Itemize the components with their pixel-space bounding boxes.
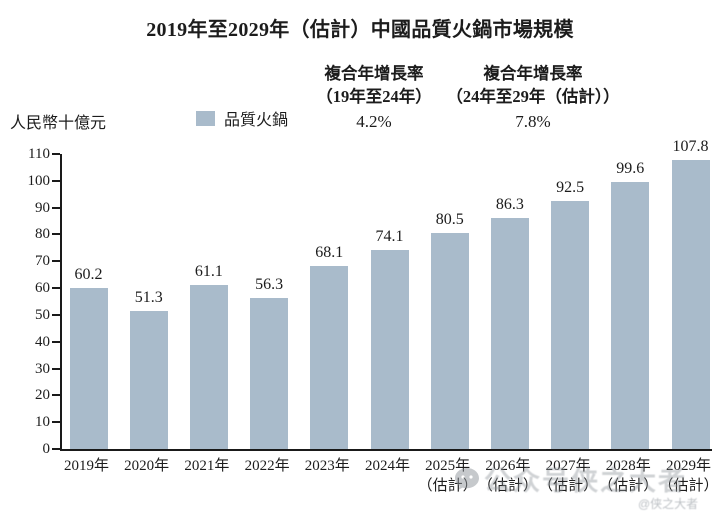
bar	[250, 298, 289, 449]
y-tick-label: 30	[35, 360, 50, 377]
bar-value-label: 60.2	[74, 266, 103, 283]
x-tick-label: 2021年	[161, 456, 253, 476]
y-tick-mark	[52, 179, 60, 182]
bar-value-label: 86.3	[495, 196, 524, 213]
cagr-block-24-29: 複合年增長率 （24年至29年（估計）） 7.8%	[421, 62, 645, 133]
y-tick-label: 80	[35, 226, 50, 243]
x-tick-estimate-note: （估計）	[477, 478, 538, 494]
x-tick-year: 2023年	[304, 458, 350, 474]
x-tick-year: 2024年	[364, 458, 410, 474]
y-axis-unit-label: 人民幣十億元	[10, 115, 107, 132]
x-tick-label: 2029年 （估計）	[643, 456, 720, 496]
y-tick-label: 10	[35, 414, 50, 431]
cagr-label-line1: 複合年增長率	[324, 64, 424, 83]
x-tick-year: 2025年	[425, 458, 471, 474]
cagr-value: 4.2%	[356, 112, 392, 131]
x-tick-label: 2019年	[41, 456, 133, 476]
x-tick-label: 2020年	[101, 456, 193, 476]
x-tick-year: 2022年	[244, 458, 290, 474]
watermark-prefix: 公众号	[484, 466, 571, 496]
x-tick-year: 2020年	[124, 458, 170, 474]
y-tick-label: 110	[28, 146, 50, 162]
watermark-handle: @侠之大者	[638, 497, 699, 511]
x-tick-label: 2023年	[281, 456, 373, 476]
legend-swatch	[196, 110, 215, 126]
x-tick-year: 2026年	[485, 458, 531, 474]
bar	[430, 233, 469, 449]
bar	[671, 160, 710, 449]
x-tick-estimate-note: （估計）	[598, 478, 659, 494]
y-tick-mark	[52, 394, 60, 397]
x-tick-label: 2028年 （估計）	[582, 456, 674, 496]
y-tick-mark	[52, 367, 60, 370]
y-tick-mark	[52, 340, 60, 343]
y-tick-mark	[52, 421, 60, 424]
bar-value-label: 99.6	[616, 160, 645, 177]
wechat-icon	[455, 468, 479, 490]
x-tick-year: 2027年	[545, 458, 591, 474]
bar-value-label: 92.5	[556, 179, 585, 196]
bar	[310, 266, 349, 449]
x-tick-label: 2022年	[221, 456, 313, 476]
y-tick-label: 40	[35, 333, 50, 350]
y-tick-label: 70	[35, 253, 50, 270]
plot-area: 60.2 51.3 61.1 56.3 68.1 74.1 80.5 86.3 92.5 99.6…	[60, 138, 712, 451]
bar	[490, 218, 529, 449]
y-tick-mark	[52, 233, 60, 236]
y-tick-label: 0	[42, 441, 51, 457]
y-tick-label: 90	[35, 199, 50, 216]
bar-value-label: 56.3	[255, 276, 284, 293]
y-tick-mark	[52, 206, 60, 209]
bar	[69, 288, 108, 449]
x-tick-year: 2019年	[63, 458, 109, 474]
bar	[611, 182, 650, 449]
bar-value-label: 51.3	[134, 289, 163, 306]
y-tick-mark	[52, 260, 60, 263]
y-tick-mark	[52, 313, 60, 316]
legend-label: 品質火鍋	[224, 112, 289, 129]
bar-value-label: 61.1	[194, 263, 223, 280]
x-tick-label: 2026年 （估計）	[462, 456, 554, 496]
cagr-block-19-24: 複合年增長率 （19年至24年） 4.2%	[289, 62, 459, 133]
x-tick-year: 2028年	[605, 458, 651, 474]
cagr-label-line2: （19年至24年）	[316, 87, 432, 106]
bar-value-label: 74.1	[375, 228, 404, 245]
watermark-name: 侠之大者	[571, 466, 687, 496]
y-tick-mark	[52, 448, 60, 450]
cagr-value: 7.8%	[515, 112, 551, 131]
y-tick-mark	[52, 153, 60, 155]
y-tick-label: 100	[27, 172, 51, 189]
x-tick-estimate-note: （估計）	[658, 478, 719, 494]
cagr-label-line2: （24年至29年（估計））	[446, 87, 620, 106]
chart-title: 2019年至2029年（估計）中國品質火鍋市場規模	[146, 19, 574, 41]
legend: 品質火鍋	[196, 108, 289, 129]
x-tick-year: 2021年	[184, 458, 230, 474]
y-tick-label: 60	[35, 280, 50, 297]
bar	[189, 285, 228, 449]
x-tick-label: 2027年 （估計）	[522, 456, 614, 496]
bar-value-label: 68.1	[315, 244, 344, 261]
x-tick-year: 2029年	[665, 458, 711, 474]
cagr-label-line1: 複合年增長率	[483, 64, 583, 83]
bar-value-label: 107.8	[672, 138, 709, 155]
y-tick-mark	[52, 287, 60, 290]
x-tick-estimate-note: （估計）	[538, 478, 599, 494]
x-tick-label: 2024年	[342, 456, 434, 476]
bar	[370, 250, 409, 449]
watermark-text: 公众号侠之大者	[484, 459, 687, 498]
y-tick-label: 50	[35, 306, 50, 323]
bar	[551, 201, 590, 449]
y-tick-label: 20	[35, 387, 50, 404]
bar	[129, 311, 168, 449]
bar-value-label: 80.5	[435, 211, 464, 228]
